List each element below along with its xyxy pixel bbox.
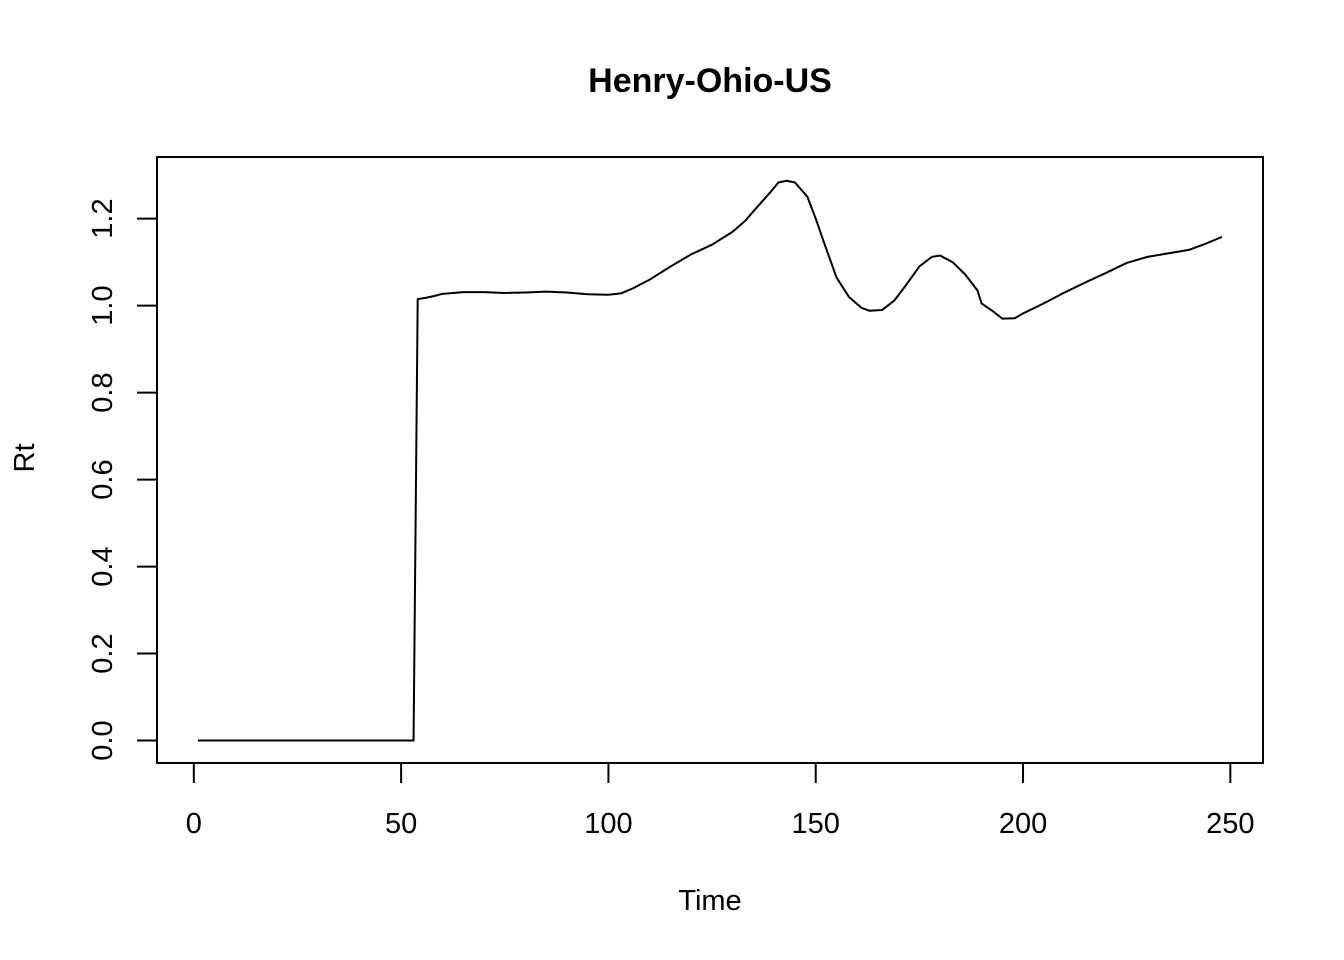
plot-frame bbox=[156, 156, 1264, 764]
y-tick-label: 0.4 bbox=[87, 546, 119, 586]
y-axis: 0.0 0.2 0.4 0.6 0.8 1.0 1.2 bbox=[87, 198, 158, 761]
y-tick-label: 1.2 bbox=[87, 198, 119, 238]
chart-title: Henry-Ohio-US bbox=[588, 62, 832, 100]
x-tick-label: 250 bbox=[1206, 808, 1254, 840]
x-tick-label: 0 bbox=[186, 808, 202, 840]
series-layer bbox=[197, 179, 1223, 742]
x-axis-label: Time bbox=[678, 885, 741, 917]
y-tick-label: 0.2 bbox=[87, 633, 119, 673]
y-tick-label: 0.8 bbox=[87, 372, 119, 412]
series-line bbox=[197, 179, 1223, 742]
x-axis: 0 50 100 150 200 250 bbox=[186, 762, 1255, 840]
x-tick-label: 50 bbox=[385, 808, 417, 840]
y-tick-label: 0.6 bbox=[87, 459, 119, 499]
x-tick-label: 200 bbox=[999, 808, 1047, 840]
y-tick-label: 1.0 bbox=[87, 285, 119, 325]
x-tick-label: 150 bbox=[792, 808, 840, 840]
y-axis-label: Rt bbox=[9, 444, 41, 473]
y-tick-label: 0.0 bbox=[87, 720, 119, 760]
x-tick-label: 100 bbox=[584, 808, 632, 840]
